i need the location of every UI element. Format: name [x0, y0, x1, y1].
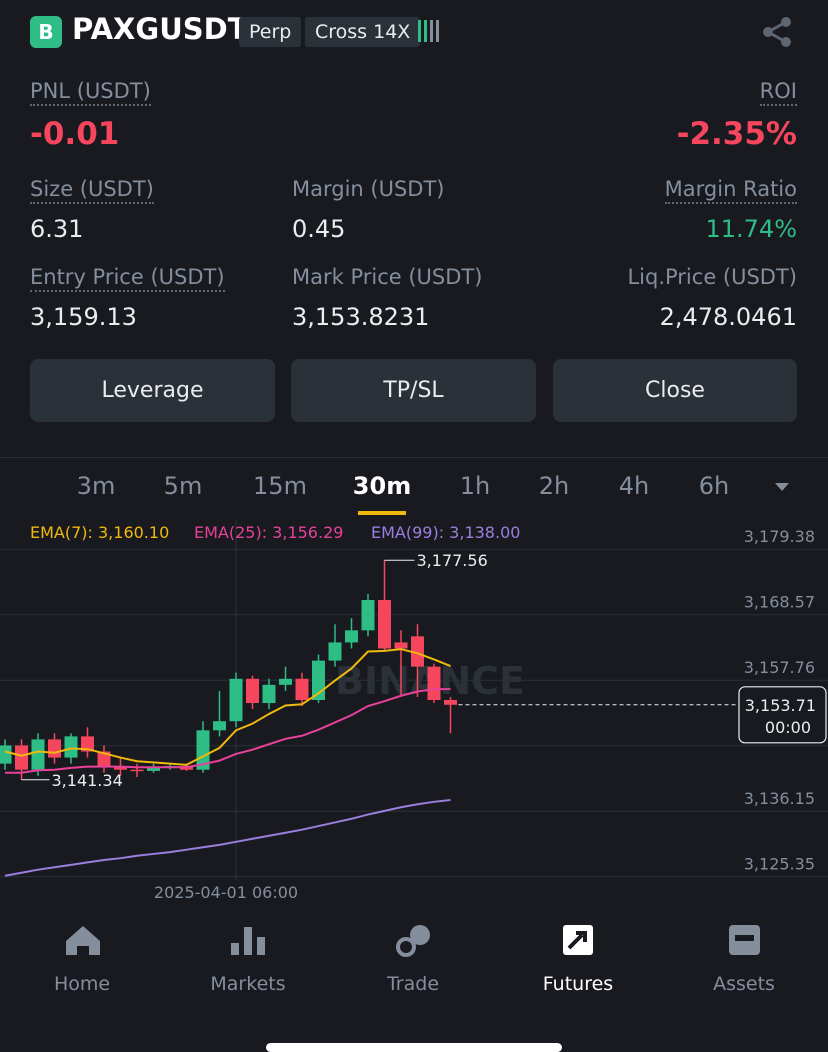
candle-body	[411, 636, 424, 667]
x-tick-label: 2025-04-01 06:00	[154, 883, 298, 902]
last-price-time: 00:00	[765, 718, 811, 737]
candle-body	[48, 739, 61, 758]
nav-item[interactable]: Markets	[210, 973, 286, 995]
candle-body	[0, 745, 12, 764]
candle-body	[444, 700, 457, 705]
y-tick-label: 3,125.35	[744, 855, 815, 874]
last-price-box	[738, 686, 827, 744]
leverage-button[interactable]: Leverage	[30, 359, 275, 422]
signal-icon	[418, 20, 439, 42]
divider	[0, 457, 828, 458]
candle-body	[97, 751, 111, 767]
ema-line	[4, 799, 451, 877]
candle-body	[196, 730, 210, 770]
pnl-value: -0.01	[30, 116, 120, 152]
field-label: Margin Ratio	[664, 177, 797, 204]
candle-body	[345, 630, 358, 643]
field-label: Liq.Price (USDT)	[627, 265, 797, 289]
y-tick-label: 3,157.76	[744, 658, 815, 677]
field-value: 3,153.8231	[292, 303, 430, 331]
candle-body	[361, 600, 375, 631]
field-value: 2,478.0461	[659, 303, 797, 331]
y-tick-label: 3,179.38	[744, 527, 815, 546]
field-value: 11.74%	[705, 215, 797, 243]
timeframe-tab[interactable]: 5m	[163, 472, 203, 500]
nav-item[interactable]: Futures	[542, 973, 614, 995]
field-value: 0.45	[292, 215, 346, 243]
timeframe-tab[interactable]: 30m	[352, 472, 412, 500]
badge: B	[30, 16, 62, 48]
candle-body	[147, 766, 160, 771]
nav-item[interactable]: Trade	[386, 973, 440, 995]
home-indicator	[266, 1043, 562, 1052]
tpsl-button[interactable]: TP/SL	[291, 359, 536, 422]
candle-body	[81, 736, 94, 752]
candle-body	[213, 721, 226, 731]
legend-entry: EMA(99): 3,138.00	[371, 523, 520, 542]
chart: BINANCE3,179.383,168.573,157.763,146.953…	[0, 520, 828, 902]
candle-body	[279, 678, 292, 685]
candle-body	[130, 769, 144, 772]
y-tick-label: 3,168.57	[744, 593, 815, 612]
roi-value: -2.35%	[676, 116, 797, 152]
candle-body	[378, 600, 391, 649]
close-button[interactable]: Close	[553, 359, 797, 422]
symbol[interactable]: PAXGUSDT	[72, 12, 248, 46]
low-label: 3,141.34	[52, 771, 123, 790]
candle-body	[15, 745, 28, 770]
timeframe-tab[interactable]: 4h	[618, 472, 650, 500]
ema-line	[5, 688, 451, 774]
candle-body	[229, 678, 243, 722]
candle-body	[427, 666, 441, 700]
candle-body	[246, 678, 259, 704]
timeframe-tab[interactable]: 2h	[538, 472, 570, 500]
last-price-label: 3,153.71	[745, 696, 816, 715]
tag: Perp	[239, 17, 302, 47]
y-tick-label: 3,136.15	[744, 789, 815, 808]
pnl-label: PNL (USDT)	[30, 79, 151, 106]
legend-entry: EMA(25): 3,156.29	[194, 523, 343, 542]
timeframe-tab[interactable]: 15m	[253, 472, 307, 500]
candle-body	[295, 678, 309, 700]
nav-icons	[66, 925, 760, 957]
candle-body	[262, 684, 276, 704]
more-timeframes[interactable]	[772, 481, 792, 493]
field-label: Size (USDT)	[30, 177, 154, 204]
field-value: 6.31	[30, 215, 84, 243]
candle-body	[31, 739, 45, 770]
field-label: Mark Price (USDT)	[292, 265, 483, 289]
field-value: 3,159.13	[30, 303, 137, 331]
field-label: Entry Price (USDT)	[30, 265, 225, 292]
candle-body	[64, 736, 78, 758]
timeframe-tab[interactable]: 3m	[76, 472, 116, 500]
tag: Cross 14X	[305, 17, 421, 47]
timeframe-tab[interactable]: 6h	[698, 472, 730, 500]
candle-body	[328, 642, 342, 661]
legend-entry: EMA(7): 3,160.10	[30, 523, 169, 542]
nav-item[interactable]: Assets	[713, 973, 775, 995]
nav-item[interactable]: Home	[53, 973, 111, 995]
ema-line	[4, 648, 451, 766]
field-label: Margin (USDT)	[292, 177, 445, 201]
share-icon[interactable]	[760, 15, 794, 49]
roi-label: ROI	[759, 79, 797, 106]
candle-body	[114, 766, 127, 770]
high-label: 3,177.56	[417, 551, 488, 570]
candle-body	[394, 642, 408, 649]
active-underline	[358, 511, 406, 515]
timeframe-tab[interactable]: 1h	[459, 472, 491, 500]
